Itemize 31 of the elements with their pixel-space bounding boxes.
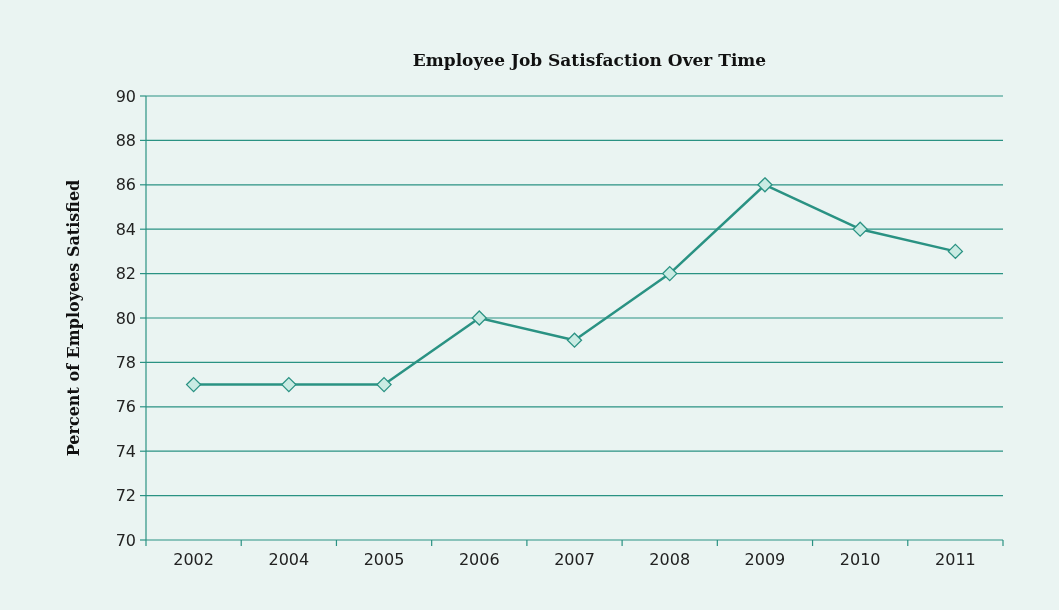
point [376,376,392,393]
y-tick-label: 72 [115,486,136,506]
x-tick-label: 2010 [839,550,881,569]
y-tick-label: 70 [115,530,136,550]
point [471,310,487,326]
x-tick-label: 2008 [649,550,691,569]
point [852,221,868,237]
y-tick-label: 86 [115,175,136,195]
point [757,177,773,193]
point [281,376,297,393]
y-tick-label: 88 [115,131,136,150]
point [185,376,202,393]
y-tick-label: 80 [115,308,136,328]
y-tick-label: 82 [115,264,136,284]
x-tick-label: 2005 [363,550,405,569]
y-axis-title: Percent of Employees Satisfied [64,179,83,457]
x-tick-label: 2011 [935,550,976,569]
point [566,332,583,348]
y-tick-label: 84 [115,219,136,239]
x-tick-label: 2004 [268,550,310,569]
x-tick-label: 2009 [744,550,786,569]
y-tick-label: 78 [115,353,136,372]
chart-title: Employee Job Satisfaction Over Time [412,50,767,70]
y-tick-label: 76 [115,397,136,417]
x-tick-label: 2002 [173,550,214,569]
point [947,243,964,260]
x-tick-label: 2006 [458,550,500,569]
x-tick-label: 2007 [554,550,595,569]
y-tick-label: 74 [115,441,136,461]
y-tick-label: 90 [115,86,136,106]
point [662,265,678,282]
